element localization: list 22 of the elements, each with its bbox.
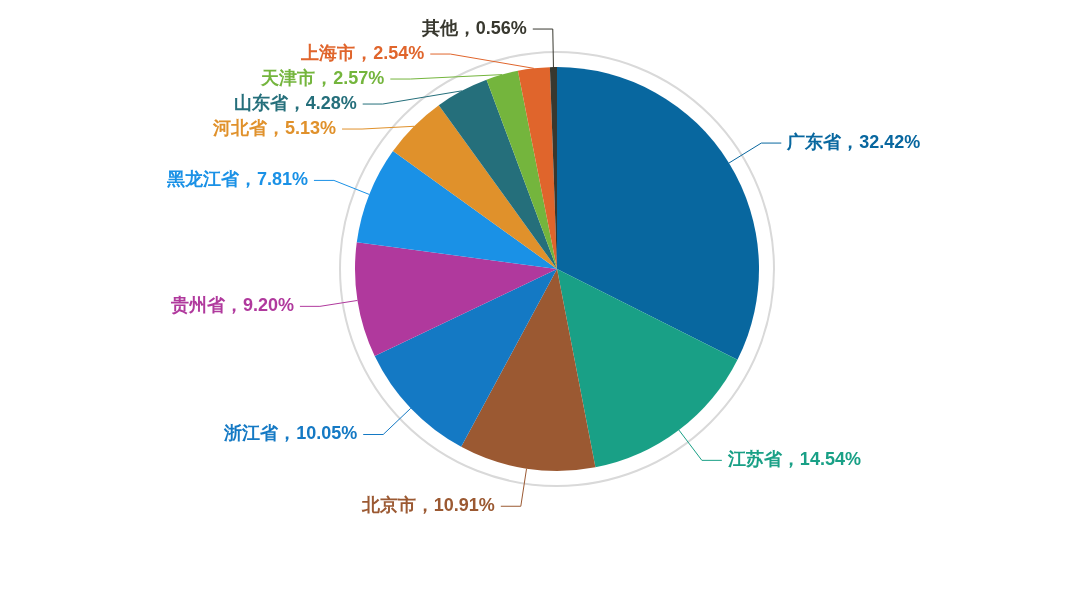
- slice-label: 上海市: [300, 43, 356, 64]
- data-label: ，7.81%: [238, 169, 308, 190]
- data-label: ，9.20%: [224, 295, 294, 316]
- data-label: ，0.56%: [457, 18, 527, 39]
- data-label: ，2.57%: [315, 68, 385, 89]
- slice-label: 山东省: [233, 93, 289, 114]
- slice-label: 其他: [420, 18, 459, 39]
- slice-label: 浙江省: [223, 423, 280, 444]
- slice-label: 天津市: [260, 68, 316, 89]
- slice-label: 江苏省: [726, 449, 783, 470]
- data-label: ，5.13%: [267, 118, 337, 139]
- slice-label: 北京市: [360, 495, 416, 516]
- slice-label: 贵州省: [169, 295, 226, 316]
- slice-label: 黑龙江省: [165, 169, 240, 190]
- slice-label: 河北省: [212, 118, 268, 139]
- data-label: ，10.05%: [278, 423, 358, 444]
- data-label: ，4.28%: [287, 93, 357, 114]
- data-label: ，32.42%: [841, 132, 921, 153]
- data-label: ，2.54%: [355, 43, 425, 64]
- data-label: ，14.54%: [781, 449, 861, 470]
- data-label: ，10.91%: [415, 495, 495, 516]
- slice-label: 广东省: [786, 132, 843, 153]
